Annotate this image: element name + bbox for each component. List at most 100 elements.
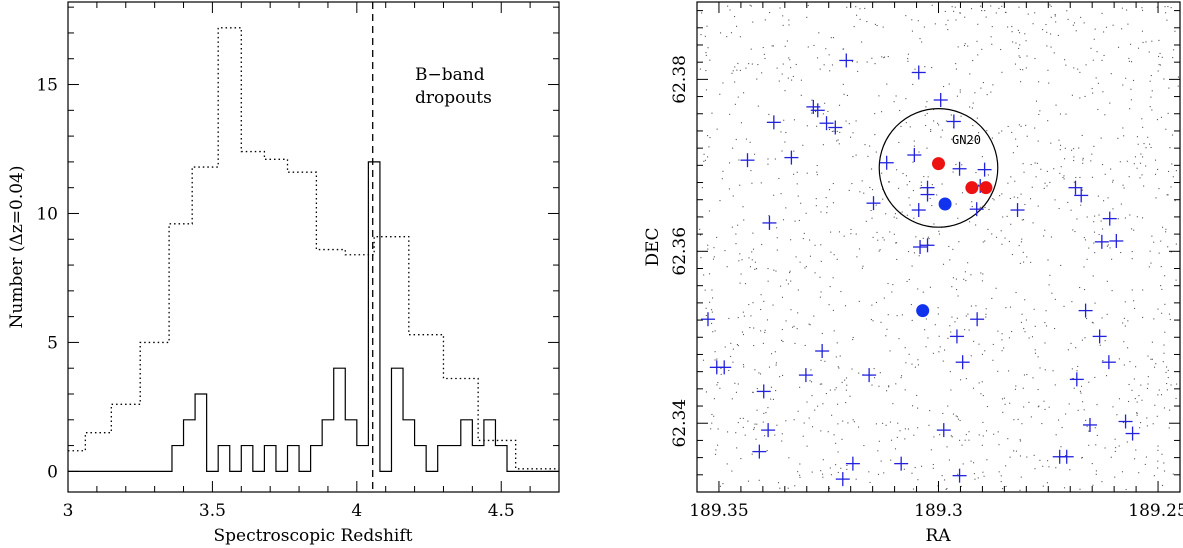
background-dot <box>1161 226 1164 228</box>
background-dot <box>756 78 758 80</box>
background-dot <box>1170 186 1172 188</box>
background-dot <box>1008 370 1010 372</box>
background-dot <box>888 386 890 388</box>
background-dot <box>823 64 825 66</box>
background-dot <box>1032 23 1034 25</box>
background-dot <box>764 57 766 60</box>
background-dot <box>932 467 934 469</box>
background-dot <box>1119 161 1121 163</box>
background-dot <box>900 377 902 379</box>
background-dot <box>804 267 806 269</box>
background-dot <box>1158 64 1160 66</box>
background-dot <box>1009 197 1011 200</box>
background-dot <box>813 44 815 47</box>
background-dot <box>1086 425 1088 427</box>
background-dot <box>735 432 737 434</box>
background-dot <box>851 61 854 63</box>
background-dot <box>998 132 1000 134</box>
histogram-solid-series <box>68 161 559 472</box>
background-dot <box>1039 459 1041 461</box>
background-dot <box>1168 87 1170 89</box>
background-dot <box>883 57 885 59</box>
background-dot <box>1128 383 1130 386</box>
background-dot <box>714 453 717 455</box>
background-dot <box>1054 298 1056 300</box>
background-dot <box>955 68 958 70</box>
background-dot <box>863 192 865 194</box>
background-dot <box>1015 450 1018 452</box>
background-dot <box>925 124 927 127</box>
background-dot <box>949 259 951 261</box>
background-dot <box>975 171 977 174</box>
background-dot <box>882 422 884 424</box>
gn20-label: GN20 <box>952 133 981 147</box>
background-dot <box>1054 14 1056 16</box>
background-dot <box>978 132 980 134</box>
background-dot <box>875 423 877 425</box>
background-dot <box>828 189 831 191</box>
background-dot <box>1129 214 1131 216</box>
background-dot <box>737 345 739 347</box>
background-dot <box>1133 163 1135 165</box>
background-dot <box>937 122 939 124</box>
background-dot <box>743 315 745 317</box>
background-dot <box>871 304 873 306</box>
background-dot <box>1000 48 1002 51</box>
background-dot <box>1124 301 1126 303</box>
background-dot <box>808 417 810 419</box>
background-dot <box>955 163 957 166</box>
background-dot <box>1035 100 1038 102</box>
background-dot <box>1166 366 1168 368</box>
background-dot <box>1044 182 1046 184</box>
background-dot <box>1147 376 1149 378</box>
background-dot <box>749 141 751 143</box>
background-dot <box>1042 465 1044 467</box>
background-dot <box>1048 466 1050 468</box>
background-dot <box>1061 426 1063 429</box>
background-dot <box>816 125 818 127</box>
background-dot <box>878 95 880 97</box>
background-dot <box>1042 485 1044 487</box>
background-dot <box>1079 176 1081 178</box>
background-dot <box>699 68 701 70</box>
background-dot <box>1077 409 1079 411</box>
background-dot <box>1161 56 1163 58</box>
background-dot <box>1043 400 1045 402</box>
background-dot <box>1168 313 1171 315</box>
background-dot <box>707 47 709 49</box>
background-dot <box>1157 308 1159 310</box>
background-dot <box>1039 367 1041 369</box>
background-dot <box>776 227 778 229</box>
background-dot <box>1048 82 1050 84</box>
background-dot <box>948 83 950 85</box>
background-dot <box>1167 376 1169 379</box>
background-dot <box>1063 487 1066 489</box>
background-dot <box>1110 456 1112 458</box>
background-dot <box>1018 55 1020 57</box>
background-dot <box>1144 463 1146 465</box>
background-dot <box>1046 31 1048 33</box>
background-dot <box>842 83 844 85</box>
background-dot <box>737 96 739 98</box>
background-dot <box>1172 57 1174 59</box>
background-dot <box>790 280 792 282</box>
background-dot <box>1093 145 1095 147</box>
background-dot <box>911 265 913 267</box>
background-dot <box>839 355 841 357</box>
background-dot <box>992 84 994 86</box>
background-dot <box>917 288 919 290</box>
background-dot <box>982 435 984 437</box>
background-dot <box>851 182 853 185</box>
background-dot <box>1148 266 1150 268</box>
background-dot <box>954 6 956 8</box>
background-dot <box>1120 203 1122 205</box>
background-dot <box>720 373 722 375</box>
background-dot <box>924 329 926 331</box>
background-dot <box>789 270 791 272</box>
background-dot <box>706 25 708 27</box>
red-source-marker <box>932 157 945 171</box>
background-dot <box>859 191 861 193</box>
background-dot <box>836 130 838 132</box>
background-dot <box>1165 228 1167 230</box>
